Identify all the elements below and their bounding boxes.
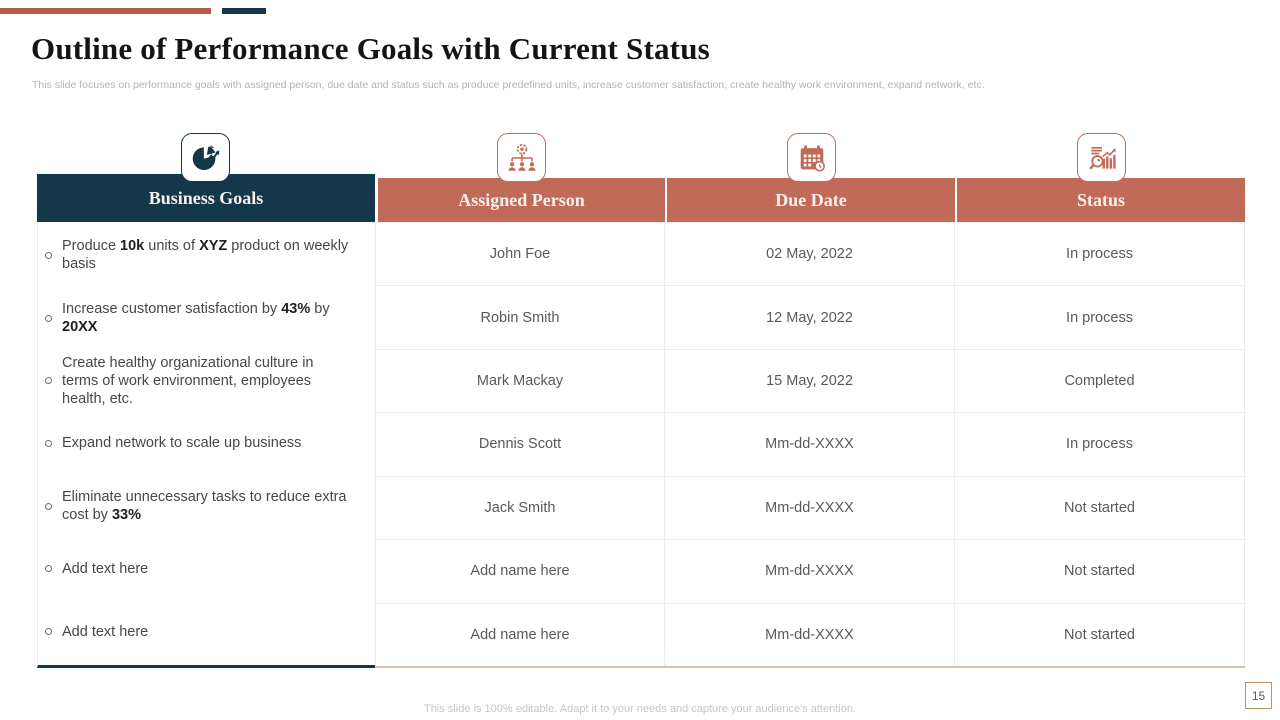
goal-item: Add text here xyxy=(38,538,375,601)
person-cell: Dennis Scott xyxy=(375,413,665,476)
svg-text:$: $ xyxy=(207,145,214,156)
due-date-cell: Mm-dd-XXXX xyxy=(665,413,955,476)
table-rows: John Foe 02 May, 2022 In process Robin Smit… xyxy=(375,222,1245,668)
goal-text: Increase customer satisfaction by 43% by… xyxy=(62,300,330,336)
status-cell: Not started xyxy=(955,540,1245,603)
goal-text: Eliminate unnecessary tasks to reduce ex… xyxy=(62,489,347,524)
status-cell: In process xyxy=(955,413,1245,476)
goal-text: Add text here xyxy=(62,623,149,640)
accent-bar-navy xyxy=(222,8,266,14)
column-header-status: Status xyxy=(957,178,1245,222)
table-row: John Foe 02 May, 2022 In process xyxy=(375,223,1245,286)
due-date-cell: 02 May, 2022 xyxy=(665,223,955,286)
accent-bar-sienna xyxy=(0,8,211,14)
page-title: Outline of Performance Goals with Curren… xyxy=(31,31,710,66)
column-header-due-date: Due Date xyxy=(667,178,955,222)
status-cell: In process xyxy=(955,286,1245,349)
bullet-circle-icon xyxy=(45,314,52,322)
person-cell: John Foe xyxy=(375,223,665,286)
status-cell: Not started xyxy=(955,603,1245,666)
goal-text: Produce 10k units of XYZ product on week… xyxy=(62,238,349,273)
goal-item: Produce 10k units of XYZ product on week… xyxy=(38,224,375,287)
goal-item: Expand network to scale up business xyxy=(38,412,375,475)
table-row: Dennis Scott Mm-dd-XXXX In process xyxy=(375,412,1245,476)
goal-item: Increase customer satisfaction by 43% by… xyxy=(38,287,375,350)
goal-text: Add text here xyxy=(62,560,149,577)
table-row: Robin Smith 12 May, 2022 In process xyxy=(375,285,1245,349)
person-cell: Add name here xyxy=(375,540,665,603)
goal-text: Create healthy organizational culture in… xyxy=(62,354,314,407)
footer-note: This slide is 100% editable. Adapt it to… xyxy=(424,703,856,715)
goal-text: Expand network to scale up business xyxy=(62,435,302,452)
bullet-circle-icon xyxy=(45,565,52,573)
business-goals-list: Produce 10k units of XYZ product on week… xyxy=(37,222,375,668)
due-date-cell: 15 May, 2022 xyxy=(665,349,955,413)
status-cell: Completed xyxy=(955,349,1245,413)
goal-item: Create healthy organizational culture in… xyxy=(38,349,375,412)
goal-item: Eliminate unnecessary tasks to reduce ex… xyxy=(38,475,375,538)
table-row: Add name here Mm-dd-XXXX Not started xyxy=(375,539,1245,603)
due-date-cell: Mm-dd-XXXX xyxy=(665,540,955,603)
org-chart-people-icon xyxy=(497,133,546,182)
person-cell: Add name here xyxy=(375,603,665,666)
status-cell: In process xyxy=(955,223,1245,286)
person-cell: Robin Smith xyxy=(375,286,665,349)
bullet-circle-icon xyxy=(45,628,52,636)
table-row: Add name here Mm-dd-XXXX Not started xyxy=(375,602,1245,666)
column-header-business-goals: Business Goals xyxy=(37,174,375,222)
calendar-clock-icon xyxy=(787,133,836,182)
due-date-cell: Mm-dd-XXXX xyxy=(665,476,955,540)
bullet-circle-icon xyxy=(45,502,52,510)
pie-chart-dollar-icon: $ xyxy=(181,133,230,182)
page-subtitle: This slide focuses on performance goals … xyxy=(32,79,985,91)
bullet-circle-icon xyxy=(45,251,52,259)
table-row: Jack Smith Mm-dd-XXXX Not started xyxy=(375,475,1245,540)
status-cell: Not started xyxy=(955,476,1245,540)
due-date-cell: 12 May, 2022 xyxy=(665,286,955,349)
person-cell: Mark Mackay xyxy=(375,349,665,413)
table-row: Mark Mackay 15 May, 2022 Completed xyxy=(375,348,1245,413)
bullet-circle-icon xyxy=(45,377,52,385)
due-date-cell: Mm-dd-XXXX xyxy=(665,603,955,666)
bullet-circle-icon xyxy=(45,440,52,448)
page-number: 15 xyxy=(1245,682,1272,709)
column-header-assigned-person: Assigned Person xyxy=(378,178,665,222)
person-cell: Jack Smith xyxy=(375,476,665,540)
magnifier-bar-chart-icon xyxy=(1077,133,1126,182)
goals-table: $ xyxy=(37,133,1245,668)
goal-item: Add text here xyxy=(38,600,375,663)
